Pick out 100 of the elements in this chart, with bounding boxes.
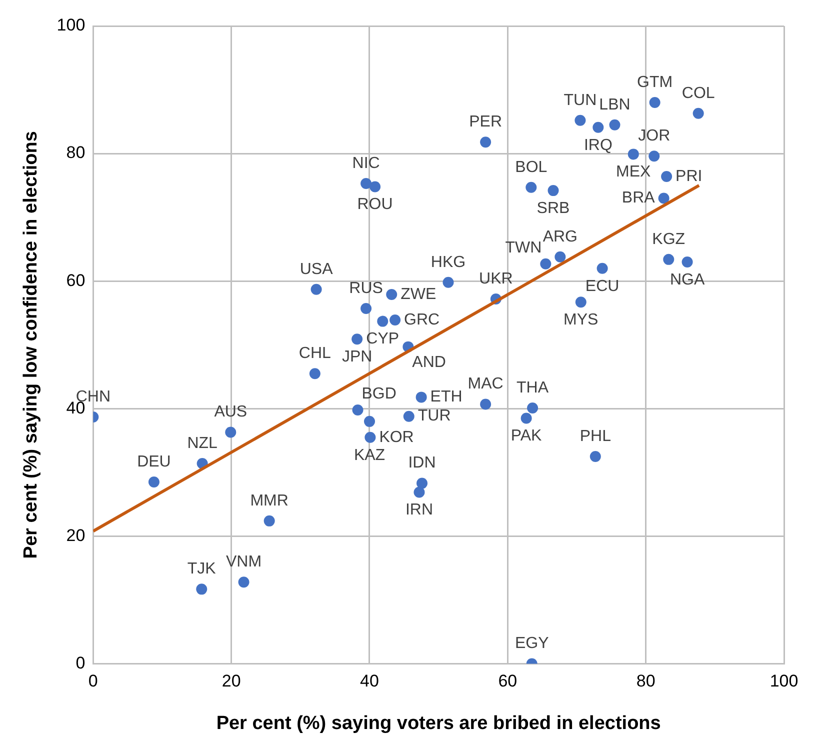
y-tick-label: 0 — [76, 653, 86, 672]
point — [574, 114, 586, 126]
point — [386, 289, 398, 300]
annotation: PER — [469, 113, 502, 130]
annotation: TJK — [187, 560, 216, 578]
annotation: MEX — [616, 164, 652, 181]
annotation: TUR — [418, 408, 451, 425]
point — [596, 262, 608, 274]
point — [148, 476, 160, 488]
annotation: ARG — [542, 228, 578, 246]
y-tick-label: 60 — [66, 270, 86, 290]
point — [364, 416, 375, 427]
point — [352, 404, 364, 416]
point — [648, 150, 660, 162]
annotation: NIC — [352, 154, 380, 172]
annotation: EGY — [514, 635, 550, 652]
y-axis-title: Per cent (%) saying low confidence in elections — [20, 131, 42, 559]
annotation: RUS — [349, 280, 383, 297]
point — [480, 136, 492, 148]
point — [360, 178, 372, 190]
point — [416, 478, 428, 489]
point — [658, 192, 670, 204]
x-axis-title: Per cent (%) saying voters are bribed in elections — [216, 712, 661, 734]
annotation: PRI — [676, 168, 702, 185]
y-tick-label: 20 — [66, 526, 86, 545]
x-tick-label: 0 — [88, 672, 98, 691]
annotation: TWN — [505, 239, 542, 256]
point — [309, 368, 320, 380]
point — [225, 426, 236, 438]
annotation: GRC — [404, 311, 440, 328]
point — [414, 486, 425, 498]
annotation: NZL — [187, 434, 218, 452]
annotation: ETH — [430, 388, 462, 406]
annotation: MMR — [250, 492, 288, 510]
y-tick-label: 100 — [56, 16, 86, 35]
point — [575, 296, 586, 308]
point — [682, 256, 693, 268]
point — [264, 515, 275, 526]
x-tick-label: 60 — [498, 672, 518, 691]
x-tick-label: 100 — [770, 672, 798, 691]
annotation: CHL — [298, 345, 332, 362]
annotation: HKG — [430, 254, 466, 271]
annotation: IDN — [408, 454, 436, 472]
annotation: MYS — [564, 312, 598, 329]
annotation: UKR — [479, 270, 513, 288]
annotation: LBN — [599, 96, 630, 114]
point — [442, 276, 454, 288]
annotation: USA — [300, 260, 334, 278]
y-tick-label: 80 — [66, 143, 86, 162]
point — [527, 402, 538, 414]
point — [403, 410, 414, 422]
annotation: TUN — [564, 92, 597, 109]
point — [649, 97, 660, 108]
annotation: BRA — [622, 190, 656, 207]
annotation: PHL — [580, 428, 612, 445]
annotation: CYP — [366, 330, 400, 348]
point — [590, 451, 601, 462]
annotation: KOR — [379, 428, 414, 446]
point — [609, 119, 620, 130]
annotation: AUS — [214, 404, 248, 421]
annotation: KGZ — [652, 230, 686, 248]
point — [352, 334, 363, 345]
annotation: VNM — [226, 554, 262, 571]
annotation: JOR — [638, 128, 670, 145]
point — [416, 392, 427, 403]
annotation: BGD — [362, 385, 396, 402]
point — [628, 148, 639, 160]
annotation: JPN — [342, 348, 372, 366]
point — [238, 576, 250, 588]
point — [370, 181, 381, 192]
annotation: BOL — [515, 158, 548, 176]
point — [310, 284, 322, 295]
annotation: GTM — [637, 74, 673, 91]
point — [364, 432, 376, 443]
annotation: NGA — [670, 271, 705, 288]
annotation: KAZ — [354, 446, 386, 464]
point — [360, 303, 372, 314]
annotation: ROU — [357, 196, 393, 214]
point — [663, 254, 674, 265]
annotation: SRB — [536, 200, 570, 217]
point — [540, 258, 552, 270]
annotation: THA — [516, 379, 549, 396]
x-tick-label: 20 — [222, 672, 241, 691]
point — [548, 185, 559, 196]
x-tick-label: 80 — [636, 672, 656, 691]
point — [692, 108, 704, 119]
annotation: AND — [412, 354, 446, 372]
point — [390, 314, 401, 326]
annotation: MAC — [468, 376, 504, 393]
point — [554, 251, 566, 262]
annotation: COL — [682, 84, 715, 102]
annotation: ZWE — [400, 286, 436, 303]
point — [520, 412, 532, 424]
x-tick-label: 40 — [360, 672, 379, 691]
point — [196, 584, 208, 595]
point — [480, 398, 492, 410]
point — [661, 171, 672, 182]
annotation: IRN — [405, 502, 434, 519]
point — [526, 182, 537, 193]
point — [592, 122, 604, 133]
